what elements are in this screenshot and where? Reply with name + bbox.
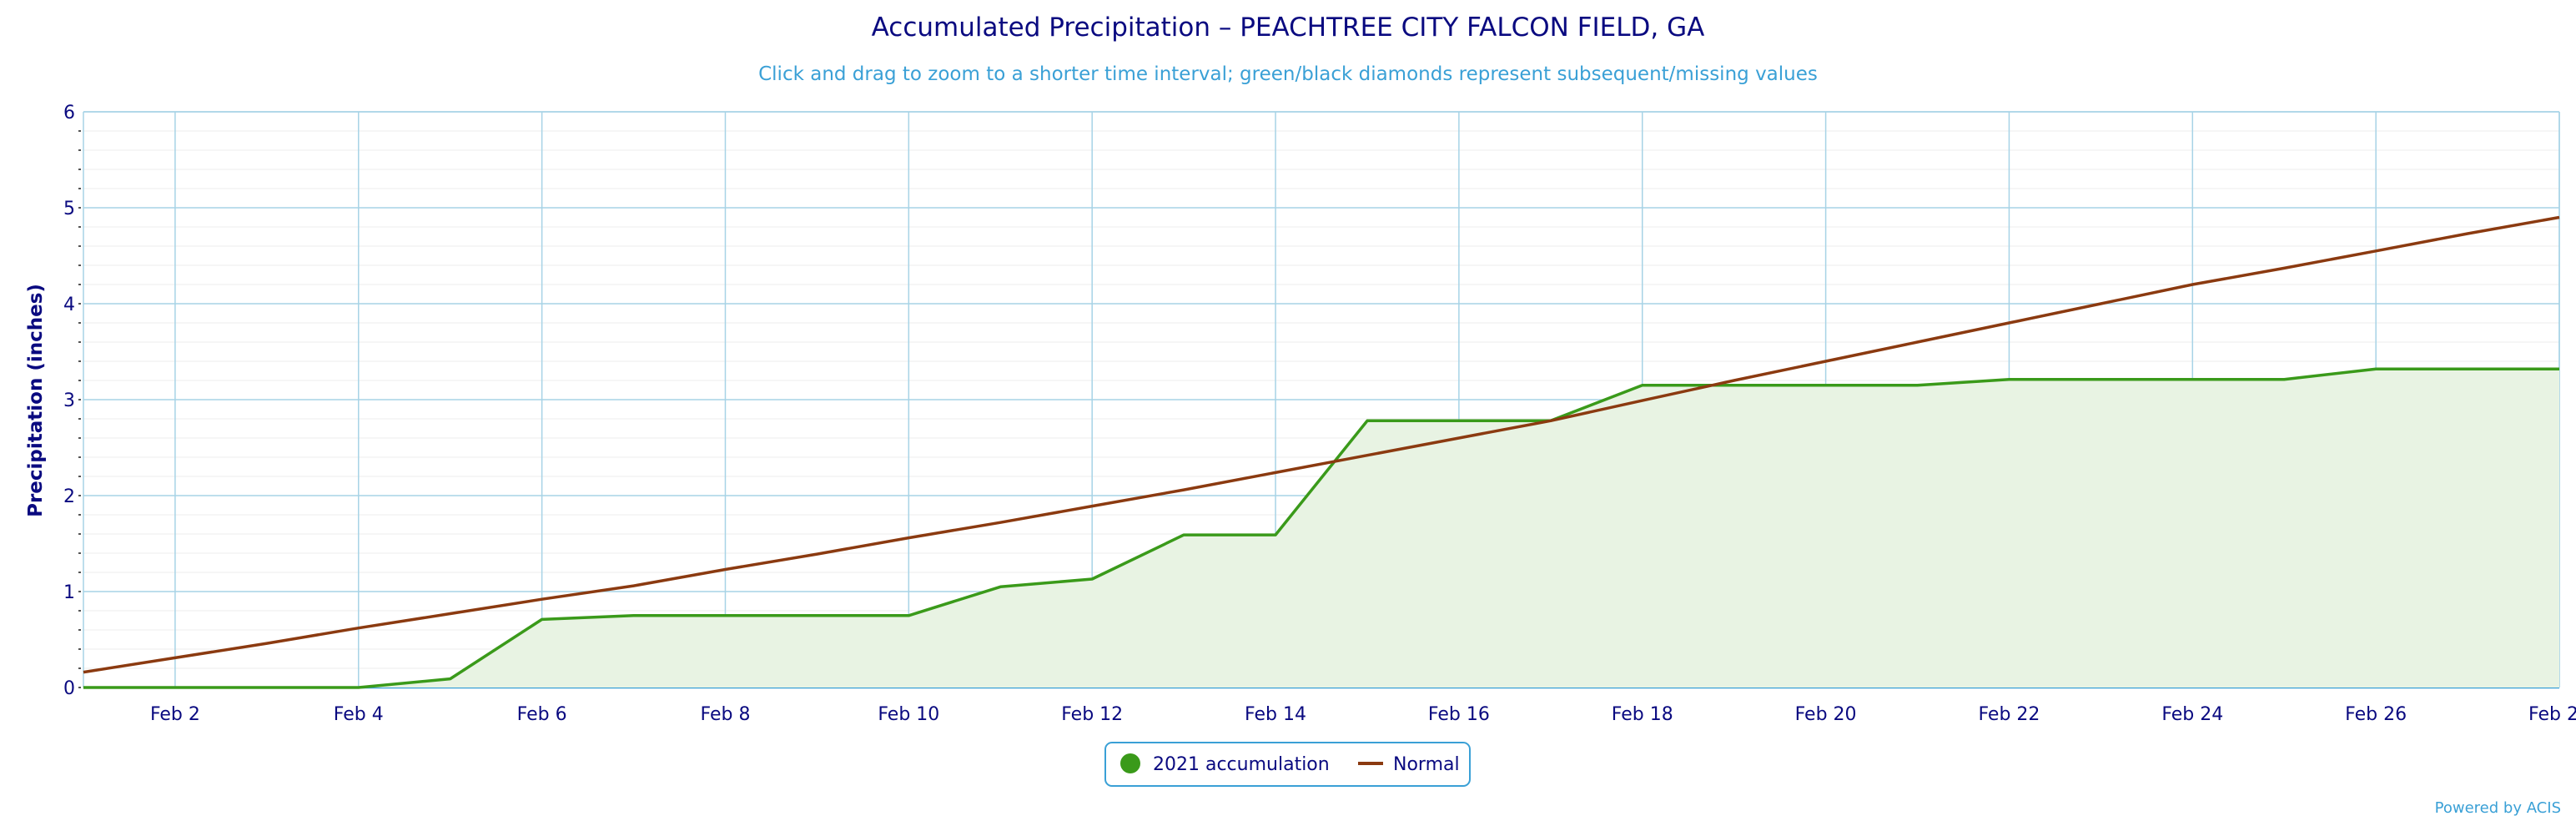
y-tick-label: 2 — [63, 486, 75, 507]
chart-subtitle: Click and drag to zoom to a shorter time… — [758, 63, 1818, 85]
legend-box — [1104, 742, 1471, 787]
x-tick-label: Feb 18 — [1612, 704, 1673, 725]
line-layer — [83, 215, 2560, 689]
legend-item-normal[interactable]: Normal — [1358, 754, 1460, 775]
x-tick-label: Feb 8 — [701, 704, 751, 725]
series-area-accumulation — [83, 369, 2559, 688]
series-line-normal[interactable] — [83, 215, 2560, 674]
y-axis-label: Precipitation (inches) — [25, 284, 47, 517]
area-layer — [83, 369, 2559, 688]
x-tick-label: Feb 28 — [2528, 704, 2576, 725]
y-tick-label: 3 — [63, 390, 75, 411]
y-tick-label: 0 — [63, 678, 75, 699]
x-tick-label: Feb 6 — [517, 704, 567, 725]
x-axis-ticks: Feb 2 Feb 4 Feb 6 Feb 8 Feb 10 Feb 12 Feb 14 Fe… — [150, 704, 2576, 725]
x-tick-label: Feb 12 — [1061, 704, 1123, 725]
x-tick-label: Feb 22 — [1978, 704, 2040, 725]
legend-marker-accumulation — [1120, 753, 1140, 773]
x-tick-label: Feb 24 — [2161, 704, 2223, 725]
x-tick-label: Feb 20 — [1795, 704, 1857, 725]
legend-label-accumulation: 2021 accumulation — [1153, 754, 1330, 775]
y-tick-label: 4 — [63, 295, 75, 315]
legend[interactable]: 2021 accumulation Normal — [1104, 742, 1471, 787]
x-tick-label: Feb 14 — [1245, 704, 1306, 725]
series-line-accumulation[interactable] — [83, 367, 2559, 689]
legend-item-accumulation[interactable]: 2021 accumulation — [1120, 753, 1330, 775]
x-tick-label: Feb 26 — [2345, 704, 2407, 725]
x-tick-label: Feb 4 — [334, 704, 384, 725]
chart-title: Accumulated Precipitation – PEACHTREE CI… — [872, 13, 1705, 43]
y-axis-ticks: 0 1 2 3 4 5 6 — [63, 103, 75, 699]
legend-label-normal: Normal — [1393, 754, 1460, 775]
x-tick-label: Feb 2 — [150, 704, 200, 725]
acis-credit[interactable]: Powered by ACIS — [2435, 799, 2561, 817]
x-tick-label: Feb 16 — [1428, 704, 1490, 725]
y-tick-label: 6 — [63, 103, 75, 123]
y-tick-label: 1 — [63, 582, 75, 603]
x-tick-label: Feb 10 — [878, 704, 939, 725]
y-tick-label: 5 — [63, 199, 75, 219]
